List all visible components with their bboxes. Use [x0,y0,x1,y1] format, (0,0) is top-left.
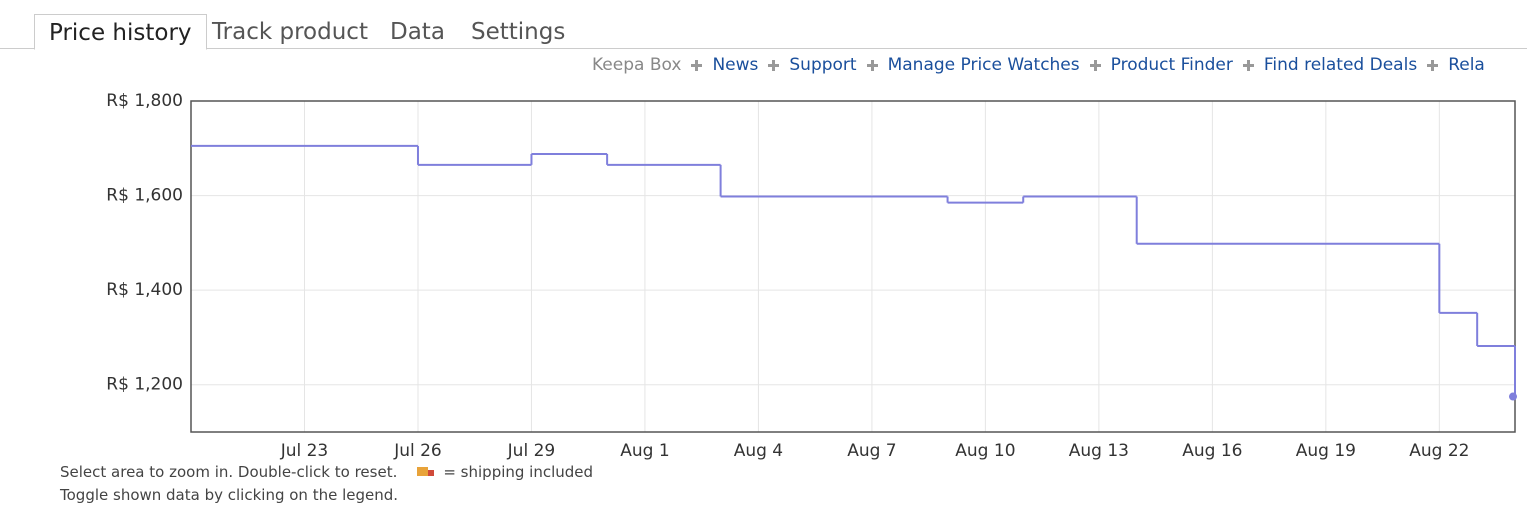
y-tick-label: R$ 1,200 [106,375,183,395]
x-tick-label: Aug 7 [847,441,896,461]
separator [1427,59,1439,71]
plot-frame [190,100,1516,433]
tab-bar: Price history Track product Data Setting… [0,0,1527,50]
separator [866,59,878,71]
link[interactable]: Support [789,55,857,75]
tab[interactable]: Data [390,19,445,45]
separator [768,59,780,71]
link[interactable]: Manage Price Watches [887,55,1080,75]
x-tick-label: Aug 19 [1296,441,1356,461]
x-tick-label: Aug 16 [1182,441,1242,461]
x-tick-label: Jul 26 [393,441,442,461]
link[interactable]: Keepa Box [592,55,682,75]
x-tick-label: Aug 22 [1409,441,1469,461]
tab[interactable]: Settings [471,19,566,45]
y-tick-label: R$ 1,400 [106,280,183,300]
y-tick-label: R$ 1,800 [106,91,183,111]
notes: Select area to zoom in. Double-click to … [60,461,593,507]
x-tick-label: Jul 23 [280,441,329,461]
note: Select area to zoom in. Double-click to … [60,463,398,481]
last-point [1509,392,1517,401]
separator [1242,59,1254,71]
x-tick-label: Aug 4 [734,441,783,461]
link[interactable]: Rela [1448,55,1485,75]
y-tick-label: R$ 1,600 [106,186,183,206]
x-tick-label: Jul 29 [507,441,556,461]
separator [1089,59,1101,71]
link[interactable]: Product Finder [1110,55,1233,75]
tab[interactable]: Price history [34,14,207,50]
link[interactable]: News [712,55,759,75]
separator [691,59,703,71]
tab[interactable]: Track product [212,19,368,45]
x-tick-label: Aug 13 [1069,441,1129,461]
note: Toggle shown data by clicking on the leg… [60,486,399,504]
x-tick-label: Aug 10 [955,441,1015,461]
link[interactable]: Find related Deals [1263,55,1418,75]
x-tick-label: Aug 1 [620,441,669,461]
note-line: Select area to zoom in. Double-click to … [60,461,593,484]
link-bar: Keepa Box News Support Manage Price Watches… [592,52,1527,78]
truck-icon [417,466,435,479]
note: = shipping included [443,463,594,481]
